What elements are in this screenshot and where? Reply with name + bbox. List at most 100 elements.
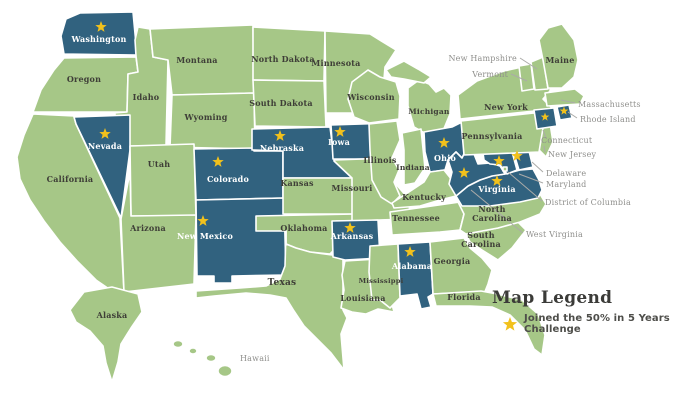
state-ky bbox=[391, 169, 457, 209]
state-label-ms: Mississippi bbox=[359, 277, 404, 285]
state-label-ok: Oklahoma bbox=[280, 223, 327, 233]
legend-title: Map Legend bbox=[492, 288, 613, 308]
callout-label-nj: New Jersey bbox=[548, 150, 597, 159]
star-icon-wv bbox=[458, 167, 470, 178]
leader-line-wv bbox=[470, 189, 524, 234]
state-label-ak: Alaska bbox=[96, 310, 128, 320]
state-label-ga: Georgia bbox=[434, 256, 471, 266]
state-label-hi: Hawaii bbox=[240, 354, 270, 363]
star-icon-nv bbox=[99, 128, 111, 139]
state-label-nv: Nevada bbox=[88, 141, 122, 151]
star-icon-wa bbox=[95, 21, 107, 32]
state-label-nc: North Carolina bbox=[472, 204, 512, 223]
map-legend: Map Legend Joined the 50% in 5 Years Cha… bbox=[492, 288, 700, 335]
state-label-va: Virginia bbox=[477, 184, 516, 194]
star-icon-nm bbox=[197, 215, 209, 226]
state-wi bbox=[347, 69, 401, 124]
legend-item-label: Joined the 50% in 5 Years Challenge bbox=[524, 313, 670, 335]
state-hi-island bbox=[188, 347, 198, 355]
leader-line-dc bbox=[507, 171, 543, 202]
star-icon-ct bbox=[540, 112, 550, 121]
state-ar bbox=[331, 219, 381, 261]
callout-label-ct: Connecticut bbox=[541, 136, 593, 145]
state-label-mt: Montana bbox=[176, 55, 217, 65]
state-nv bbox=[73, 114, 131, 219]
state-vt bbox=[518, 63, 535, 92]
state-label-ks: Kansas bbox=[280, 178, 314, 188]
state-label-ne: Nebraska bbox=[260, 143, 304, 153]
callout-label-ri: Rhode Island bbox=[580, 115, 636, 124]
state-label-pa: Pennsylvania bbox=[462, 131, 523, 141]
state-label-wy: Wyoming bbox=[183, 112, 227, 122]
callout-label-wv: West Virginia bbox=[526, 230, 583, 239]
star-icon-al bbox=[404, 246, 416, 257]
state-label-wi: Wisconsin bbox=[346, 92, 395, 102]
state-hi-island bbox=[217, 364, 233, 378]
state-fl bbox=[432, 290, 546, 356]
leader-line-ma bbox=[560, 99, 576, 104]
state-label-mo: Missouri bbox=[332, 183, 373, 193]
star-icon bbox=[502, 317, 518, 331]
state-label-nm: New Mexico bbox=[177, 231, 233, 241]
star-icon-ri bbox=[559, 106, 569, 115]
callout-label-de: Delaware bbox=[546, 169, 586, 178]
state-label-mi: Michigan bbox=[408, 107, 450, 116]
state-label-ca: California bbox=[47, 174, 94, 184]
leader-line-nj bbox=[543, 145, 546, 153]
star-icon-ar bbox=[344, 222, 356, 233]
state-ut bbox=[129, 143, 197, 217]
star-icon-ia bbox=[334, 126, 346, 137]
state-in bbox=[401, 128, 426, 186]
star-icon-co bbox=[212, 156, 224, 167]
state-pa bbox=[460, 112, 545, 156]
state-label-ar: Arkansas bbox=[330, 231, 374, 241]
leader-line-vt bbox=[510, 73, 528, 82]
leader-line-de bbox=[531, 161, 544, 173]
state-label-ut: Utah bbox=[148, 159, 170, 169]
state-dc bbox=[502, 166, 508, 172]
state-label-al: Alabama bbox=[391, 261, 432, 271]
callout-label-vt: Vermont bbox=[471, 70, 508, 79]
state-al bbox=[397, 241, 434, 310]
state-label-il: Illinois bbox=[363, 155, 396, 165]
star-icon-oh bbox=[438, 137, 450, 148]
state-label-mn: Minnesota bbox=[311, 58, 360, 68]
state-label-la: Louisiana bbox=[340, 293, 385, 303]
state-label-fl: Florida bbox=[447, 292, 481, 302]
state-label-or: Oregon bbox=[67, 74, 101, 84]
state-label-sc: South Carolina bbox=[461, 230, 501, 249]
callout-label-md: Maryland bbox=[546, 180, 587, 189]
state-label-id: Idaho bbox=[133, 92, 160, 102]
state-il bbox=[368, 120, 401, 205]
legend-item: Joined the 50% in 5 Years Challenge bbox=[492, 313, 700, 335]
state-label-tx: Texas bbox=[268, 278, 297, 288]
star-icon-md bbox=[493, 155, 505, 166]
leader-line-ri bbox=[567, 111, 578, 119]
state-or bbox=[32, 56, 139, 113]
state-label-me: Maine bbox=[546, 55, 575, 65]
state-az bbox=[120, 171, 197, 293]
state-label-in: Indiana bbox=[396, 163, 430, 172]
leader-line-ct bbox=[542, 129, 547, 139]
callout-label-dc: District of Columbia bbox=[545, 198, 631, 207]
state-me bbox=[538, 23, 579, 89]
state-label-sd: South Dakota bbox=[249, 98, 313, 108]
star-icon-de bbox=[511, 150, 523, 161]
state-mi bbox=[407, 79, 452, 136]
state-label-ia: Iowa bbox=[328, 137, 350, 147]
callout-label-nh: New Hampshire bbox=[448, 54, 517, 63]
state-label-nd: North Dakota bbox=[251, 54, 314, 64]
star-icon-ne bbox=[274, 130, 286, 141]
state-hi-island bbox=[205, 353, 217, 363]
state-ak bbox=[69, 286, 143, 383]
state-label-ny: New York bbox=[484, 102, 528, 112]
state-label-oh: Ohio bbox=[434, 153, 456, 163]
state-label-az: Arizona bbox=[129, 223, 166, 233]
star-icon bbox=[502, 317, 518, 331]
leader-line-md bbox=[518, 173, 544, 184]
star-icon-va bbox=[491, 175, 503, 186]
state-ma bbox=[544, 88, 585, 107]
state-label-wa: Washington bbox=[70, 34, 126, 44]
